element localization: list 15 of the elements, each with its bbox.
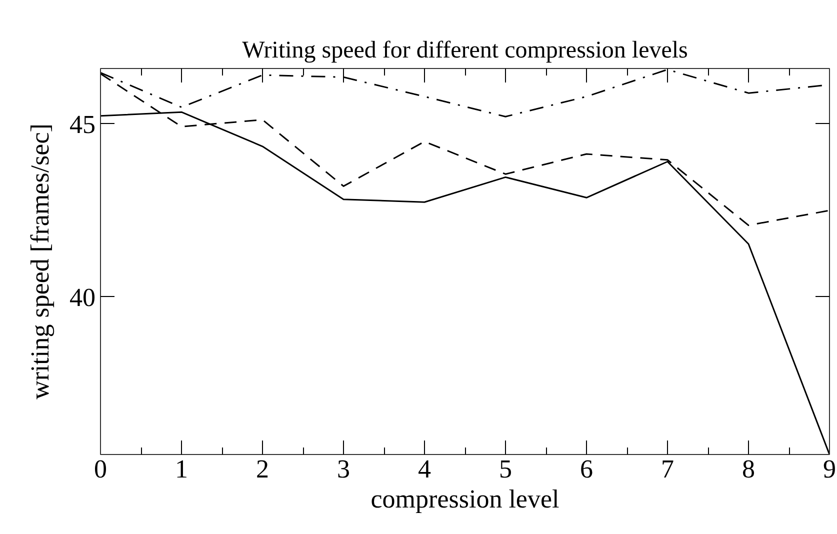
x-tick-label: 5 [499,454,512,484]
y-tick-label: 45 [70,110,96,139]
y-tick-label: 40 [70,282,96,312]
y-axis-title: writing speed [frames/sec] [26,124,54,400]
chart-title: Writing speed for different compression levels [242,38,688,64]
x-tick-label: 7 [661,454,674,484]
x-axis-title: compression level [370,484,560,514]
x-tick-label: 6 [580,454,593,484]
x-tick-label: 9 [823,454,836,484]
x-tick-label: 8 [742,454,755,484]
x-tick-label: 2 [256,454,269,484]
x-tick-label: 1 [175,454,188,484]
x-tick-label: 0 [94,454,107,484]
x-tick-label: 3 [337,454,350,484]
x-tick-label: 4 [418,454,431,484]
